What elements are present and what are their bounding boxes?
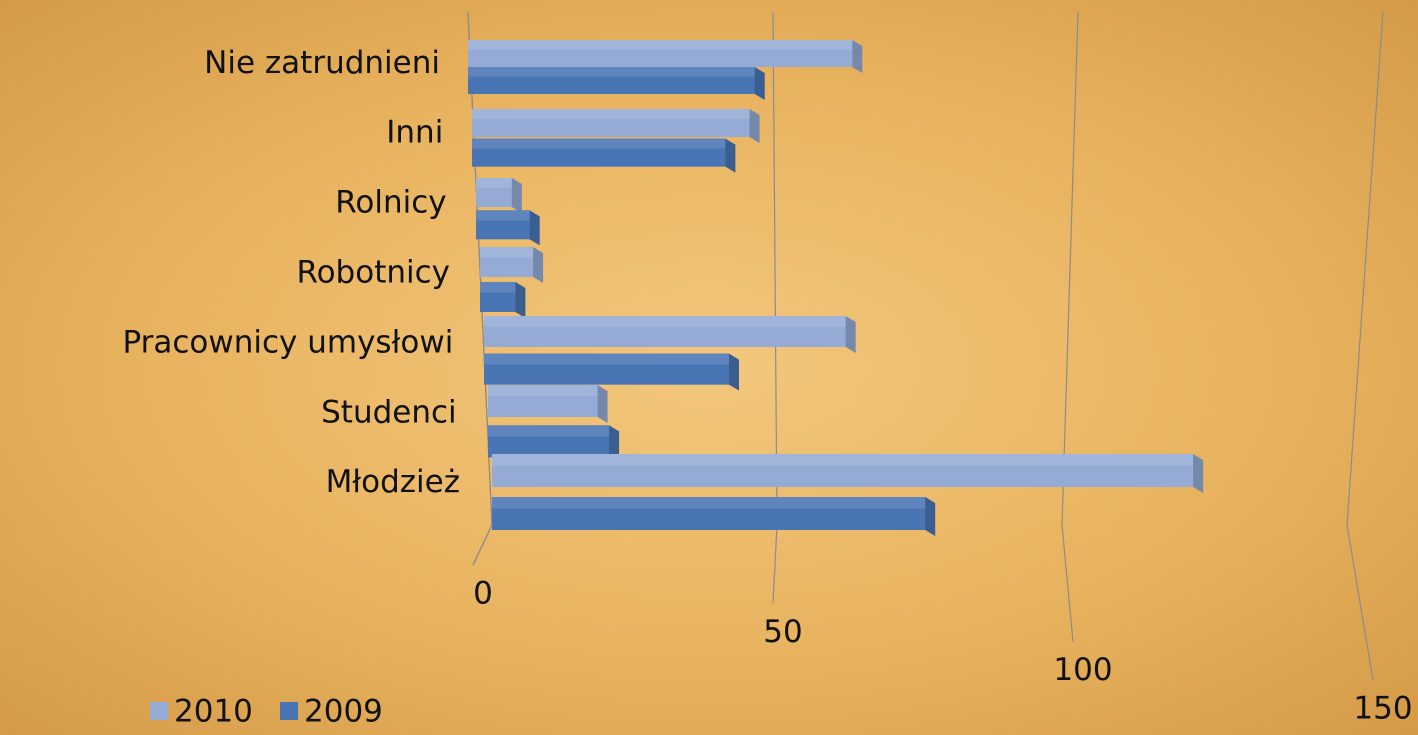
bar: [480, 282, 526, 318]
grid-line: [1346, 11, 1384, 681]
bar: [480, 247, 544, 283]
bar-face: [488, 385, 598, 397]
bar-face: [480, 247, 534, 258]
bar-face: [484, 353, 729, 365]
bar: [484, 353, 739, 391]
bar-face: [468, 40, 853, 50]
y-tick-label: Pracownicy umysłowi: [122, 324, 453, 360]
bar: [468, 40, 863, 73]
bar-face: [488, 425, 610, 458]
x-tick-label: 100: [1053, 652, 1112, 688]
legend-swatch: [280, 702, 298, 720]
bar-face: [468, 40, 853, 67]
x-tick-label: 150: [1353, 691, 1412, 727]
bar: [484, 316, 856, 353]
x-tick-label: 50: [763, 614, 802, 650]
legend-label: 2009: [304, 694, 383, 730]
bar-face: [484, 316, 846, 327]
bar: [468, 67, 765, 100]
bar-face: [480, 247, 534, 277]
bar-face: [492, 497, 926, 509]
bar-face: [488, 385, 598, 417]
bar-face: [476, 210, 530, 221]
bar-face: [488, 425, 610, 437]
bar-face: [480, 282, 516, 293]
legend-label: 2010: [174, 694, 253, 730]
bar: [492, 454, 1204, 493]
bar-face: [476, 178, 512, 189]
bar-face: [492, 454, 1194, 487]
bar-face: [484, 316, 846, 347]
bar: [488, 385, 608, 423]
y-tick-label: Rolnicy: [335, 185, 446, 221]
bar-face: [480, 282, 516, 312]
y-tick-label: Nie zatrudnieni: [204, 45, 440, 81]
bar-face: [472, 138, 726, 149]
bar-face: [492, 454, 1194, 466]
bar: [488, 425, 620, 464]
bar-face: [484, 353, 729, 385]
bar-face: [472, 138, 726, 167]
y-tick-label: Młodzież: [326, 464, 460, 500]
bar-face: [492, 497, 926, 530]
bar: [492, 497, 936, 536]
y-tick-label: Robotnicy: [296, 255, 450, 291]
bar-face: [472, 109, 750, 119]
bar-face: [468, 67, 755, 94]
bar: [476, 210, 540, 246]
bar: [472, 138, 736, 173]
grid-line: [1061, 11, 1079, 642]
bar-face: [472, 109, 750, 137]
bar-face: [476, 178, 512, 207]
bar: [472, 109, 760, 143]
bar-face: [468, 67, 755, 77]
bar: [476, 178, 522, 213]
x-tick-label: 0: [473, 576, 493, 612]
y-tick-label: Inni: [386, 115, 443, 151]
bar-face: [476, 210, 530, 240]
y-tick-label: Studenci: [321, 394, 457, 430]
legend-swatch: [150, 702, 168, 720]
